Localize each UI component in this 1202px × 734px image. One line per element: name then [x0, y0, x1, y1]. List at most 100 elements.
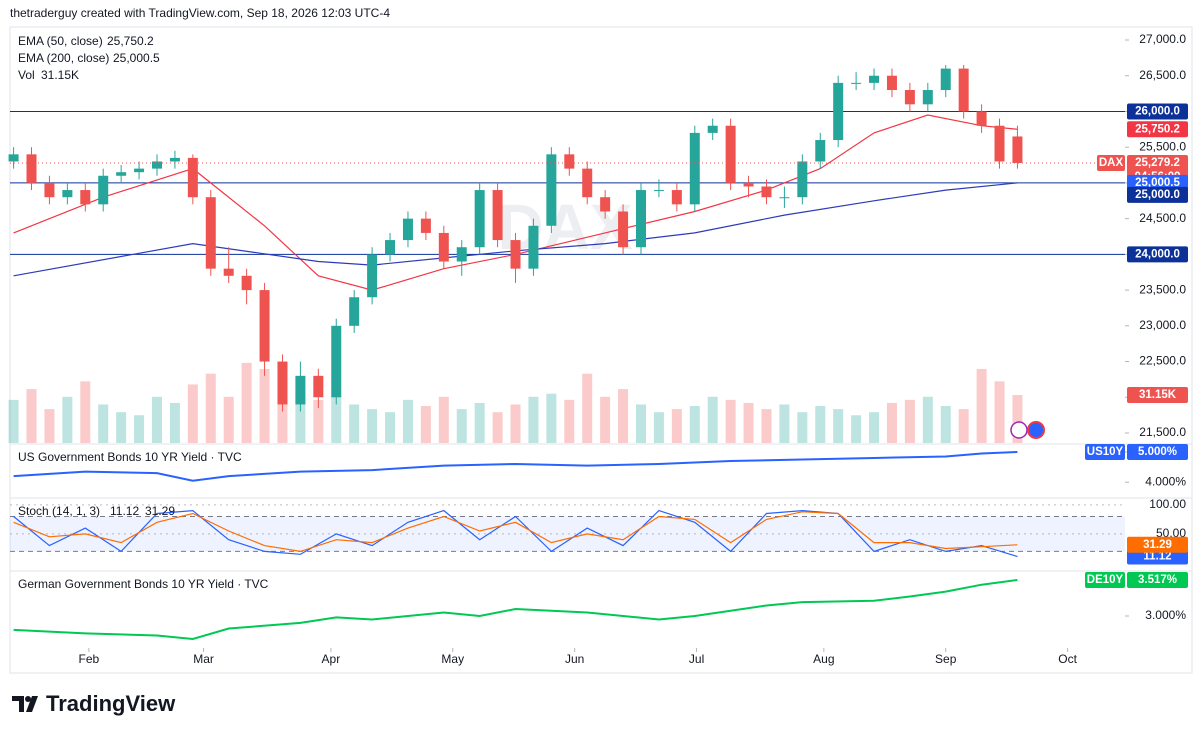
candle-body: [582, 168, 593, 198]
volume-bar: [313, 399, 324, 443]
candle-body: [564, 154, 575, 169]
candle-body: [743, 182, 754, 187]
candle-body: [134, 168, 145, 173]
volume-bar: [241, 362, 252, 443]
event-icons: [1010, 421, 1045, 439]
y-tick-label: 26,500.0: [1139, 68, 1186, 82]
candle-body: [367, 254, 378, 298]
value-badge-bg: [1127, 572, 1188, 589]
icon[interactable]: [1010, 421, 1028, 439]
volume-bar: [994, 381, 1005, 443]
symbol-badge: US10Y: [1087, 446, 1124, 458]
candle-body: [653, 190, 664, 192]
volume-bar: [779, 404, 790, 443]
candle-body: [958, 68, 969, 112]
stoch-line: [13, 509, 1018, 558]
level-badge: 25,000.0: [1135, 189, 1180, 201]
volume-bar: [940, 406, 951, 443]
x-tick-label: May: [441, 652, 464, 666]
x-tick-label: Mar: [193, 652, 214, 666]
candle-body: [44, 182, 55, 198]
legend-value: 31.15K: [41, 68, 79, 82]
volume-bar: [259, 369, 270, 443]
volume-bar: [98, 404, 109, 443]
candle-body: [797, 161, 808, 198]
ema-badge-bg: [1127, 121, 1188, 138]
candle-body: [492, 190, 503, 241]
symbol-badge-bg: [1085, 572, 1125, 589]
stoch-line: [13, 511, 1018, 553]
candle-body: [277, 361, 288, 405]
candle-body: [474, 190, 485, 248]
candle-body: [976, 111, 987, 126]
y-tick-label: 4.000%: [1145, 474, 1186, 488]
y-tick-label: 22,500.0: [1139, 354, 1186, 368]
level-badge-bg: [1127, 103, 1188, 120]
logo: TradingView: [12, 691, 176, 716]
candle-body: [940, 68, 951, 91]
y-tick-label: 23,000.0: [1139, 318, 1186, 332]
candle-body: [635, 190, 646, 248]
x-tick-label: Apr: [322, 652, 341, 666]
volume-bar: [205, 373, 216, 443]
candle-body: [62, 190, 73, 198]
volume-bar: [367, 409, 378, 443]
candle-body: [833, 82, 844, 141]
volume-bar: [492, 412, 503, 443]
brand: TradingView: [46, 691, 176, 716]
candle-body: [1012, 136, 1023, 163]
volume-bar: [402, 399, 413, 443]
symbol-badge-bg: [1097, 154, 1125, 171]
ema-line: [13, 182, 1018, 277]
candle-body: [528, 225, 539, 269]
level-badge-bg: [1127, 246, 1188, 263]
volume-bar: [8, 399, 19, 443]
candle-body: [349, 297, 360, 326]
candle-body: [80, 190, 91, 205]
y-tick-label: 27,000.0: [1139, 32, 1186, 46]
legend-value: 31.29: [145, 504, 175, 518]
sub-panes: 4.000% 5.000% US Government Bonds 10 YR Yi…: [10, 443, 1192, 641]
symbol-badge: DE10Y: [1087, 574, 1124, 586]
candle-body: [8, 154, 19, 162]
candle-body: [169, 157, 180, 162]
volume-bar: [169, 402, 180, 443]
candle-body: [618, 211, 629, 248]
volume-bar: [187, 384, 198, 443]
volume-bar: [653, 412, 664, 443]
candle-body: [904, 90, 915, 105]
volume-bar: [510, 404, 521, 443]
legend-value: 25,750.2: [107, 34, 154, 48]
candle-body: [259, 290, 270, 362]
y-tick-label: 100.00: [1149, 497, 1186, 511]
candle-body: [689, 132, 700, 205]
pane-title: Stoch (14, 1, 3): [18, 504, 100, 518]
ema-line: [13, 114, 1018, 291]
legend-value: 25,000.5: [113, 51, 160, 65]
volume-bar: [976, 369, 987, 443]
x-tick-label: Oct: [1058, 652, 1077, 666]
candle-body: [98, 175, 109, 205]
y-tick-label: 25,500.0: [1139, 139, 1186, 153]
header: thetraderguy created with TradingView.co…: [10, 6, 390, 20]
symbol-badge-bg: [1085, 443, 1125, 460]
value-badge: 3.517%: [1138, 574, 1177, 586]
volume-bar: [689, 406, 700, 443]
price-badge: 25,279.2: [1135, 157, 1180, 169]
ema-badge: 25,750.2: [1135, 123, 1180, 135]
volume-bar: [761, 409, 772, 443]
icon[interactable]: [1027, 421, 1045, 439]
x-tick-label: Jun: [565, 652, 584, 666]
volume-bar: [815, 406, 826, 443]
level-badge: 24,000.0: [1135, 248, 1180, 260]
value-badge: 5.000%: [1138, 446, 1177, 458]
volume-bar: [134, 415, 145, 443]
candle-body: [331, 325, 342, 398]
candle-body: [402, 218, 413, 241]
volume-bar: [743, 402, 754, 443]
candle-body: [116, 172, 127, 176]
value-badge-bg: [1127, 443, 1188, 460]
volume-badge-bg: [1127, 387, 1188, 404]
candle-body: [851, 82, 862, 84]
candle-body: [151, 161, 162, 169]
